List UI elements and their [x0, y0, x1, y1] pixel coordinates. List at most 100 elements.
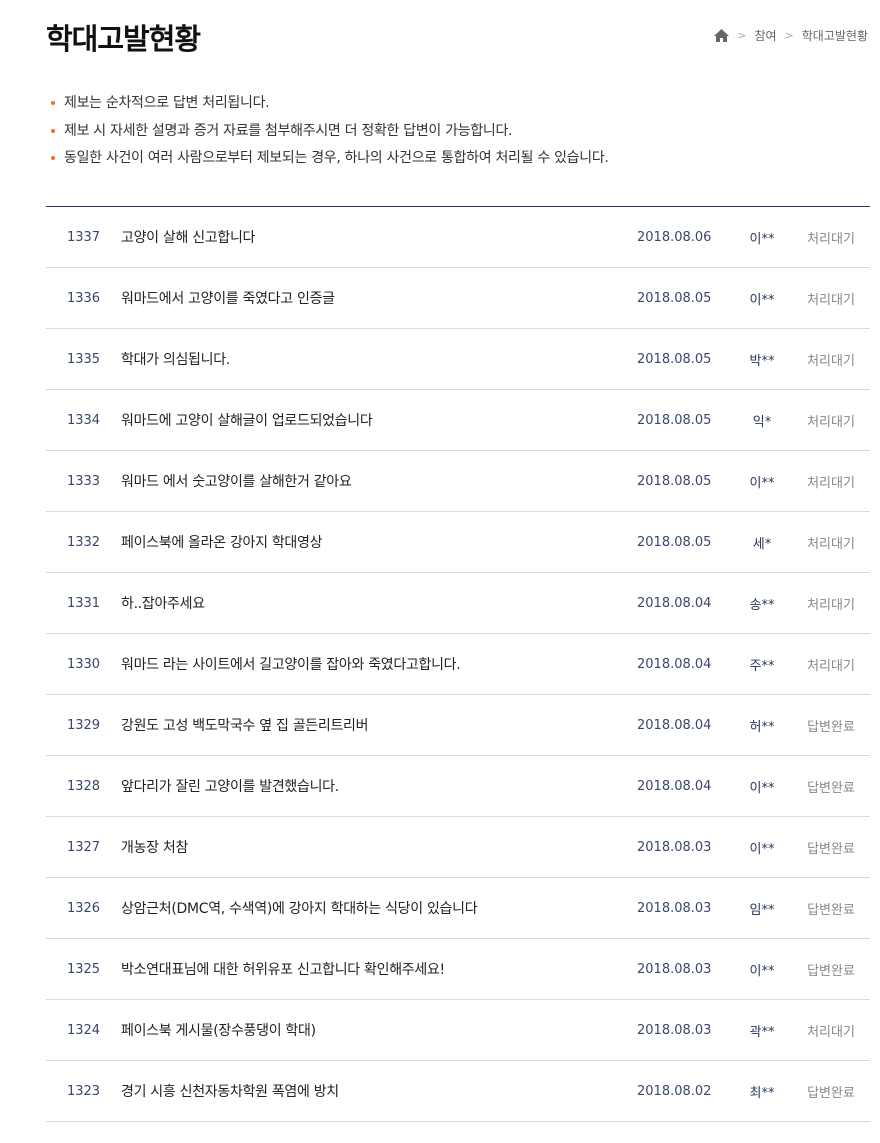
post-number: 1330 [66, 656, 101, 672]
post-status: 답변완료 [807, 841, 855, 857]
table-row[interactable]: 1336 워마드에서 고양이를 죽였다고 인증글 2018.08.05 이** 처리대기 [46, 268, 870, 329]
notice-item: 제보는 순차적으로 답변 처리됩니다. [50, 93, 609, 121]
post-status: 처리대기 [807, 536, 855, 552]
post-status: 처리대기 [807, 1024, 855, 1040]
page-title: 학대고발현황 [46, 22, 201, 56]
table-row[interactable]: 1334 워마드에 고양이 살해글이 업로드되었습니다 2018.08.05 익* 처리… [46, 390, 870, 451]
post-status: 처리대기 [807, 597, 855, 613]
post-subject[interactable]: 워마드에 고양이 살해글이 업로드되었습니다 [121, 413, 373, 429]
post-date: 2018.08.03 [637, 900, 712, 916]
post-writer: 이** [749, 963, 775, 979]
post-date: 2018.08.03 [637, 839, 712, 855]
table-row[interactable]: 1329 강원도 고성 백도막국수 옆 집 골든리트리버 2018.08.04 허**… [46, 695, 870, 756]
post-date: 2018.08.05 [637, 473, 712, 489]
post-status: 처리대기 [807, 231, 855, 247]
post-number: 1328 [66, 778, 101, 794]
post-status: 처리대기 [807, 475, 855, 491]
post-date: 2018.08.02 [637, 1083, 712, 1099]
post-date: 2018.08.04 [637, 595, 712, 611]
post-date: 2018.08.04 [637, 717, 712, 733]
post-subject[interactable]: 페이스북 게시물(장수풍댕이 학대) [121, 1023, 316, 1039]
post-subject[interactable]: 앞다리가 잘린 고양이를 발견했습니다. [121, 779, 339, 795]
post-number: 1324 [66, 1022, 101, 1038]
post-status: 답변완료 [807, 902, 855, 918]
post-number: 1325 [66, 961, 101, 977]
post-status: 답변완료 [807, 780, 855, 796]
table-row[interactable]: 1331 하..잡아주세요 2018.08.04 송** 처리대기 [46, 573, 870, 634]
post-number: 1334 [66, 412, 101, 428]
post-writer: 박** [749, 353, 775, 369]
post-writer: 송** [749, 597, 775, 613]
post-subject[interactable]: 경기 시흥 신천자동차학원 폭염에 방치 [121, 1084, 339, 1100]
table-row[interactable]: 1328 앞다리가 잘린 고양이를 발견했습니다. 2018.08.04 이** 답변완… [46, 756, 870, 817]
post-subject[interactable]: 박소연대표님에 대한 허위유포 신고합니다 확인해주세요! [121, 962, 445, 978]
post-subject[interactable]: 강원도 고성 백도막국수 옆 집 골든리트리버 [121, 718, 369, 734]
table-row[interactable]: 1337 고양이 살해 신고합니다 2018.08.06 이** 처리대기 [46, 207, 870, 268]
breadcrumb-item[interactable]: 참여 [754, 29, 777, 43]
post-number: 1332 [66, 534, 101, 550]
post-date: 2018.08.05 [637, 534, 712, 550]
notice-item: 동일한 사건이 여러 사람으로부터 제보되는 경우, 하나의 사건으로 통합하여… [50, 148, 609, 176]
table-row[interactable]: 1326 상암근처(DMC역, 수색역)에 강아지 학대하는 식당이 있습니다 20… [46, 878, 870, 939]
post-subject[interactable]: 학대가 의심됩니다. [121, 352, 230, 368]
table-row[interactable]: 1333 워마드 에서 숫고양이를 살해한거 같아요 2018.08.05 이** 처리… [46, 451, 870, 512]
post-number: 1326 [66, 900, 101, 916]
post-date: 2018.08.03 [637, 1022, 712, 1038]
post-subject[interactable]: 하..잡아주세요 [121, 596, 205, 612]
post-number: 1327 [66, 839, 101, 855]
post-status: 답변완료 [807, 963, 855, 979]
post-number: 1336 [66, 290, 101, 306]
table-row[interactable]: 1335 학대가 의심됩니다. 2018.08.05 박** 처리대기 [46, 329, 870, 390]
post-date: 2018.08.03 [637, 961, 712, 977]
post-number: 1337 [66, 229, 101, 245]
post-writer: 이** [749, 231, 775, 247]
post-writer: 최** [749, 1085, 775, 1101]
post-status: 답변완료 [807, 1085, 855, 1101]
chevron-right-icon: > [784, 29, 794, 42]
notice-item: 제보 시 자세한 설명과 증거 자료를 첨부해주시면 더 정확한 답변이 가능합… [50, 121, 609, 149]
table-row[interactable]: 1325 박소연대표님에 대한 허위유포 신고합니다 확인해주세요! 2018.08… [46, 939, 870, 1000]
post-number: 1335 [66, 351, 101, 367]
post-number: 1323 [66, 1083, 101, 1099]
post-writer: 익* [752, 414, 772, 430]
post-date: 2018.08.04 [637, 656, 712, 672]
report-list: 1337 고양이 살해 신고합니다 2018.08.06 이** 처리대기 1336 워마드… [46, 206, 870, 1122]
table-row[interactable]: 1324 페이스북 게시물(장수풍댕이 학대) 2018.08.03 곽** 처리대기 [46, 1000, 870, 1061]
post-writer: 세* [752, 536, 772, 552]
post-subject[interactable]: 워마드 라는 사이트에서 길고양이를 잡아와 죽였다고합니다. [121, 657, 461, 673]
post-writer: 이** [749, 475, 775, 491]
post-date: 2018.08.05 [637, 412, 712, 428]
table-row[interactable]: 1327 개농장 처참 2018.08.03 이** 답변완료 [46, 817, 870, 878]
post-status: 답변완료 [807, 719, 855, 735]
post-writer: 곽** [749, 1024, 775, 1040]
post-number: 1333 [66, 473, 101, 489]
table-row[interactable]: 1332 페이스북에 올라온 강아지 학대영상 2018.08.05 세* 처리대기 [46, 512, 870, 573]
home-icon[interactable] [714, 29, 730, 42]
post-subject[interactable]: 페이스북에 올라온 강아지 학대영상 [121, 535, 323, 551]
chevron-right-icon: > [737, 29, 747, 42]
breadcrumb: > 참여 > 학대고발현황 [714, 27, 868, 44]
post-date: 2018.08.06 [637, 229, 712, 245]
post-status: 처리대기 [807, 353, 855, 369]
post-writer: 허** [749, 719, 775, 735]
post-subject[interactable]: 상암근처(DMC역, 수색역)에 강아지 학대하는 식당이 있습니다 [121, 901, 478, 917]
post-status: 처리대기 [807, 292, 855, 308]
post-subject[interactable]: 워마드에서 고양이를 죽였다고 인증글 [121, 291, 335, 307]
post-status: 처리대기 [807, 658, 855, 674]
post-date: 2018.08.04 [637, 778, 712, 794]
post-writer: 임** [749, 902, 775, 918]
table-row[interactable]: 1323 경기 시흥 신천자동차학원 폭염에 방치 2018.08.02 최** 답변완… [46, 1061, 870, 1122]
post-subject[interactable]: 개농장 처참 [121, 840, 189, 856]
post-date: 2018.08.05 [637, 351, 712, 367]
post-number: 1329 [66, 717, 101, 733]
post-writer: 이** [749, 292, 775, 308]
post-number: 1331 [66, 595, 101, 611]
post-subject[interactable]: 워마드 에서 숫고양이를 살해한거 같아요 [121, 474, 352, 490]
post-writer: 이** [749, 841, 775, 857]
post-writer: 이** [749, 780, 775, 796]
breadcrumb-item[interactable]: 학대고발현황 [801, 29, 868, 43]
post-status: 처리대기 [807, 414, 855, 430]
post-subject[interactable]: 고양이 살해 신고합니다 [121, 230, 256, 246]
post-writer: 주** [749, 658, 775, 674]
table-row[interactable]: 1330 워마드 라는 사이트에서 길고양이를 잡아와 죽였다고합니다. 2018.… [46, 634, 870, 695]
